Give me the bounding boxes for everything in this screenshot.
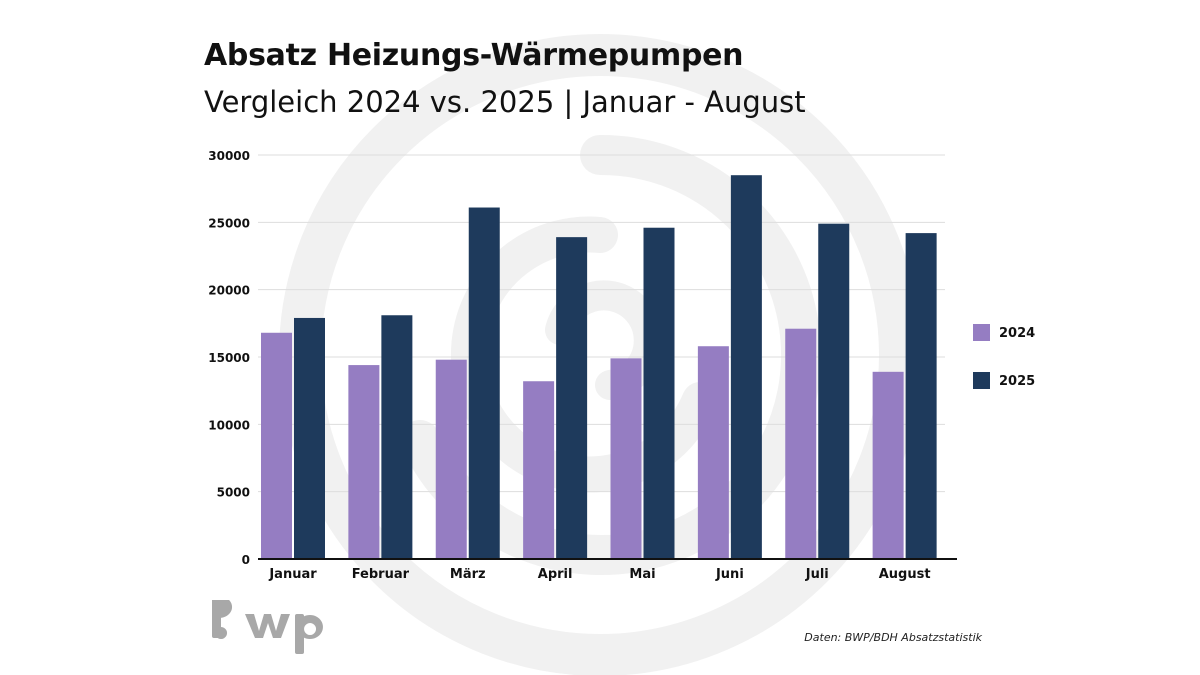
bar-2025-januar — [294, 317, 325, 559]
bar-2024-juni — [697, 346, 729, 559]
x-tick-label: Mai — [629, 567, 655, 582]
y-tick-label: 20000 — [208, 284, 250, 298]
bar-2024-februar — [348, 365, 380, 559]
y-tick-label: 10000 — [208, 418, 250, 432]
x-tick-label: August — [879, 567, 931, 582]
x-tick-label: Juni — [715, 567, 744, 582]
bwp-logo — [212, 600, 323, 654]
y-tick-label: 30000 — [208, 149, 250, 163]
bar-2024-märz — [435, 359, 467, 559]
x-tick-label: Februar — [352, 567, 410, 582]
legend-label-2025: 2025 — [999, 374, 1035, 389]
y-tick-label: 0 — [242, 553, 250, 567]
y-tick-label: 25000 — [208, 216, 250, 230]
bar-2025-juni — [730, 175, 762, 559]
data-source-note: Daten: BWP/BDH Absatzstatistik — [804, 631, 982, 644]
bar-2024-mai — [610, 358, 642, 559]
legend-swatch-2025 — [973, 372, 990, 389]
bar-2025-februar — [381, 315, 413, 559]
y-tick-label: 15000 — [208, 351, 250, 365]
chart-title: Absatz Heizungs-Wärmepumpen — [204, 38, 744, 73]
bar-2024-januar — [261, 332, 292, 559]
bar-2025-juli — [818, 223, 850, 559]
x-tick-label: Januar — [268, 567, 317, 582]
bar-2024-april — [523, 381, 555, 559]
legend-swatch-2024 — [973, 324, 990, 341]
bar-2025-april — [556, 237, 588, 559]
bar-2024-august — [872, 371, 904, 559]
chart-subtitle: Vergleich 2024 vs. 2025 | Januar - Augus… — [204, 85, 806, 119]
y-tick-label: 5000 — [217, 486, 250, 500]
bar-2025-august — [905, 233, 937, 559]
x-tick-label: März — [450, 567, 486, 582]
bar-2024-juli — [785, 328, 817, 559]
legend-label-2024: 2024 — [999, 326, 1035, 341]
x-tick-label: Juli — [805, 567, 829, 582]
bar-2025-mai — [643, 227, 675, 559]
x-tick-label: April — [538, 567, 573, 582]
bar-2025-märz — [468, 207, 500, 559]
